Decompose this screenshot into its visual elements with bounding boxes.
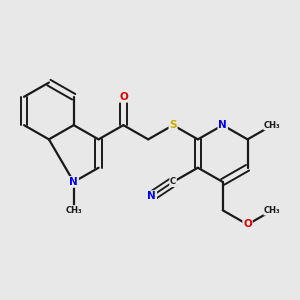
Text: S: S (169, 120, 177, 130)
Text: N: N (147, 191, 156, 201)
Text: CH₃: CH₃ (65, 206, 82, 215)
Text: C: C (170, 177, 176, 186)
Text: O: O (243, 220, 252, 230)
Text: CH₃: CH₃ (264, 206, 281, 215)
Text: O: O (119, 92, 128, 102)
Text: N: N (69, 177, 78, 187)
Text: N: N (218, 120, 227, 130)
Text: CH₃: CH₃ (264, 121, 281, 130)
